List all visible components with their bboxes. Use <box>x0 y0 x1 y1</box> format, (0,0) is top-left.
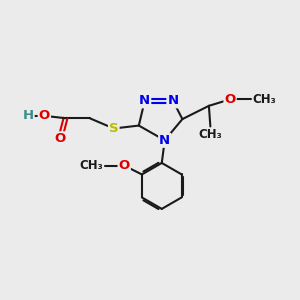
Text: O: O <box>39 109 50 122</box>
Text: O: O <box>224 93 236 106</box>
Text: N: N <box>139 94 150 107</box>
Text: O: O <box>118 159 130 172</box>
Text: S: S <box>109 122 118 135</box>
Text: H: H <box>22 109 34 122</box>
Text: CH₃: CH₃ <box>80 159 104 172</box>
Text: CH₃: CH₃ <box>199 128 222 141</box>
Text: N: N <box>167 94 178 107</box>
Text: O: O <box>55 132 66 145</box>
Text: N: N <box>159 134 170 147</box>
Text: CH₃: CH₃ <box>252 93 276 106</box>
